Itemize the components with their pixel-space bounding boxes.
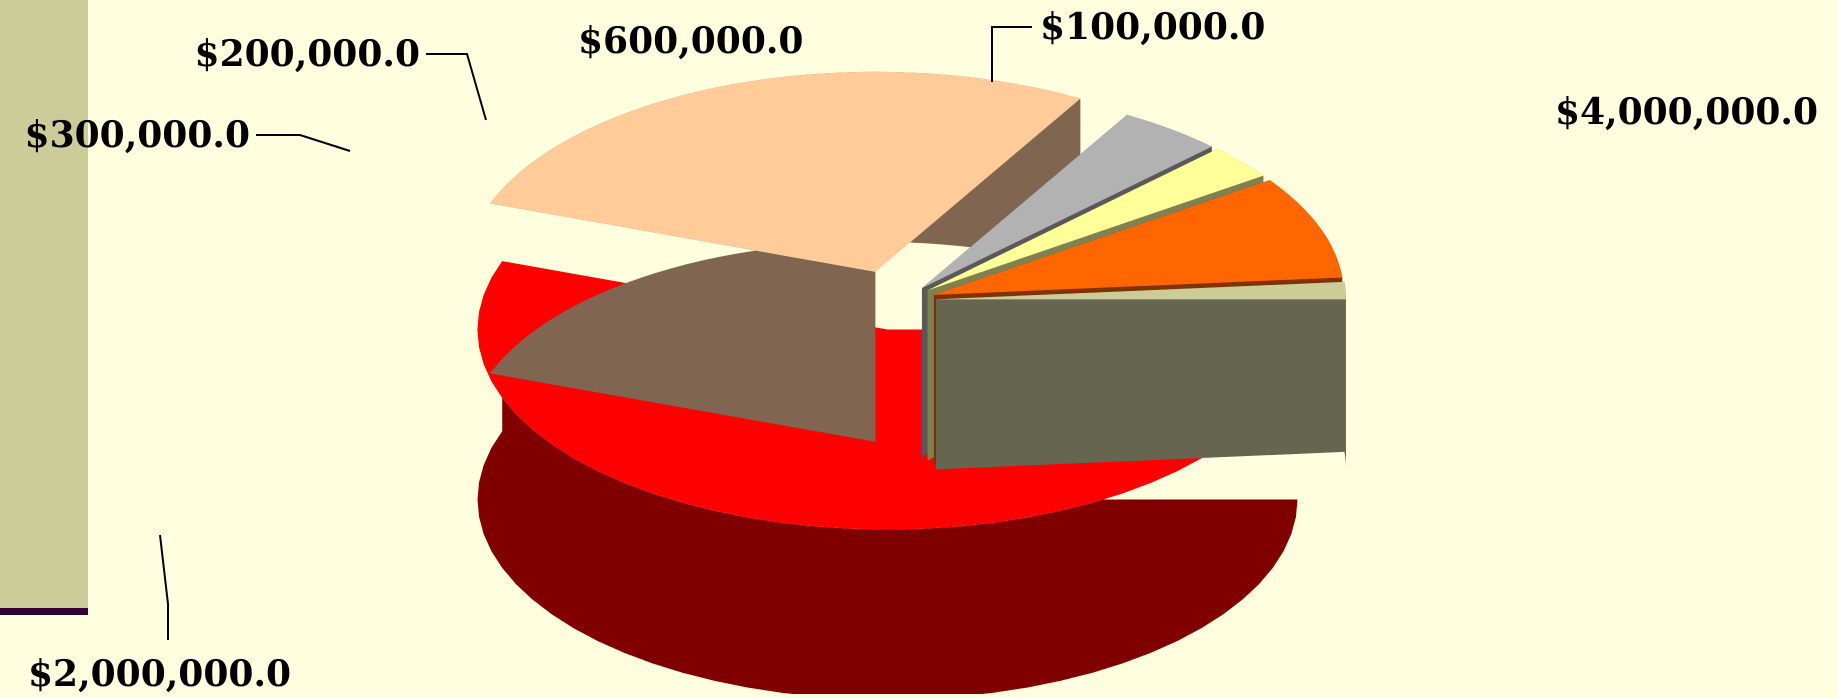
leader-lines [159,26,1032,640]
left-panel-bar-edge [0,608,88,615]
pie-slice-top-6 [935,281,1346,300]
data-label-slice-2: $2,000,000.0 [28,653,291,694]
leader-line-slice-3 [256,134,351,152]
left-panel-bar [0,0,88,610]
data-label-slice-1: $4,000,000.0 [1555,91,1818,133]
pie-slice-top-2 [490,71,1081,272]
pie-slice-top-5 [933,180,1343,295]
leader-line-slice-4 [426,53,487,121]
data-label-slice-4: $200,000.0 [195,33,420,75]
data-label-slice-6: $100,000.0 [1040,6,1265,48]
pie-slice-side-6 [935,281,1346,470]
pie-slice-top-4 [927,148,1264,291]
leader-line-slice-2 [159,534,169,640]
pie-slice-top-3 [921,114,1212,289]
pie-slice-6 [935,281,1346,470]
pie-slice-2 [490,71,1081,442]
data-label-slice-5: $600,000.0 [578,20,803,62]
leader-line-slice-6 [991,26,1032,82]
data-label-slice-3: $300,000.0 [25,114,250,156]
